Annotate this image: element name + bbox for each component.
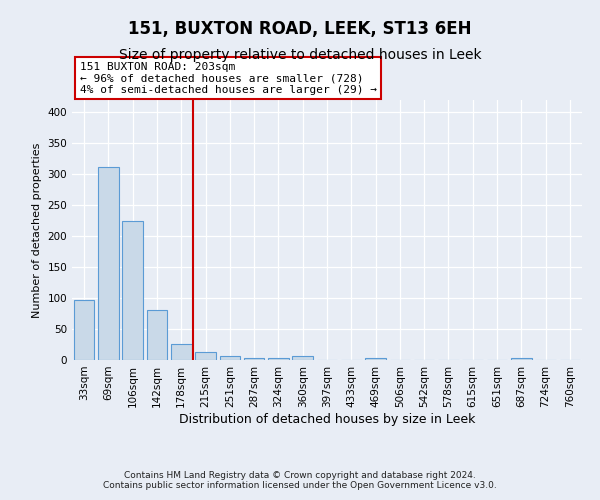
Bar xyxy=(195,352,216,360)
X-axis label: Distribution of detached houses by size in Leek: Distribution of detached houses by size … xyxy=(179,412,475,426)
Bar xyxy=(365,358,386,360)
Text: Size of property relative to detached houses in Leek: Size of property relative to detached ho… xyxy=(119,48,481,62)
Bar xyxy=(122,222,143,360)
Bar xyxy=(74,300,94,360)
Bar xyxy=(511,358,532,360)
Bar xyxy=(292,356,313,360)
Text: 151 BUXTON ROAD: 203sqm
← 96% of detached houses are smaller (728)
4% of semi-de: 151 BUXTON ROAD: 203sqm ← 96% of detache… xyxy=(80,62,377,95)
Bar xyxy=(146,310,167,360)
Y-axis label: Number of detached properties: Number of detached properties xyxy=(32,142,42,318)
Bar xyxy=(171,344,191,360)
Bar xyxy=(244,358,265,360)
Bar xyxy=(268,358,289,360)
Text: Contains HM Land Registry data © Crown copyright and database right 2024.
Contai: Contains HM Land Registry data © Crown c… xyxy=(103,470,497,490)
Text: 151, BUXTON ROAD, LEEK, ST13 6EH: 151, BUXTON ROAD, LEEK, ST13 6EH xyxy=(128,20,472,38)
Bar xyxy=(220,356,240,360)
Bar xyxy=(98,167,119,360)
